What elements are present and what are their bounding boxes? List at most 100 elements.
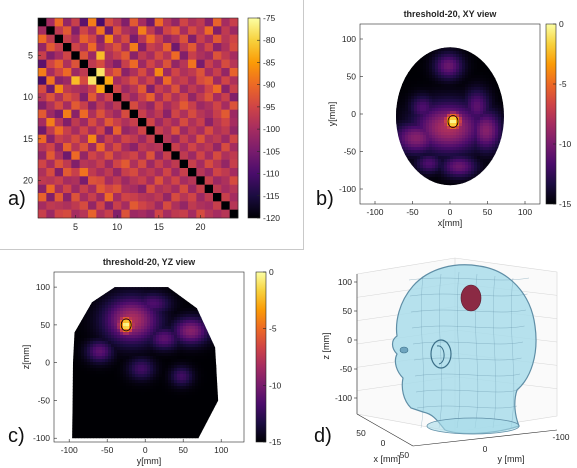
heatmap-cell [38, 51, 47, 60]
heatmap-cell [154, 159, 164, 169]
heatmap-cell [204, 134, 214, 144]
heatmap-cell [204, 76, 214, 85]
heatmap-cell [79, 84, 89, 94]
heatmap-cell [113, 118, 122, 127]
heatmap-cell [221, 68, 230, 77]
heatmap-cell [46, 126, 55, 135]
heatmap-cell [113, 59, 122, 69]
heatmap-cell [96, 134, 105, 144]
heatmap-cell [54, 126, 64, 135]
heatmap-cell [163, 126, 172, 135]
heatmap-cell [46, 51, 55, 60]
a-colorbar-tick-label: -75 [263, 13, 276, 23]
heatmap-cell [221, 126, 230, 135]
heatmap-cell [138, 101, 147, 110]
heatmap-cell [113, 193, 122, 202]
heatmap-cell [46, 184, 55, 194]
heatmap-cell [46, 109, 55, 119]
heatmap-cell [146, 26, 155, 35]
heatmap-cell [129, 118, 139, 127]
a-x-tick-label: 5 [73, 222, 78, 232]
heatmap-cell [179, 118, 189, 127]
heatmap-cell [154, 201, 164, 210]
heatmap-cell [221, 109, 230, 119]
d-ear-inner [436, 345, 445, 365]
d-mesh-line [456, 271, 461, 429]
heatmap-cell [146, 101, 155, 110]
heatmap-cell [121, 201, 130, 210]
heatmap-cell [188, 118, 197, 127]
c-peak-contour [120, 318, 132, 332]
heatmap-cell [79, 43, 89, 52]
heatmap-cell [121, 18, 130, 27]
heatmap-cell [204, 59, 214, 69]
heatmap-cell [196, 209, 205, 219]
d-mesh-line [414, 373, 521, 377]
a-colorbar-tick-label: -110 [263, 169, 280, 179]
heatmap-cell [88, 134, 97, 144]
panel-a: 5 10 15 20 5 10 15 20 -75 -80 -85 -90 -95 -100 -105 -11… [23, 13, 280, 232]
heatmap-cell [54, 159, 64, 169]
heatmap-cell [96, 193, 105, 202]
d-neck-base [426, 417, 520, 435]
heatmap-cell [179, 134, 189, 144]
heatmap-cell [146, 126, 155, 135]
c-colorbar-tick-label: -5 [269, 324, 277, 334]
heatmap-cell [221, 201, 230, 210]
panel-d: 100 50 0 -50 -100 z [mm] 50 0 -50 0 -100 x [mm] y [m… [321, 257, 570, 464]
heatmap-cell [154, 134, 164, 144]
heatmap-cell [88, 201, 97, 210]
heatmap-cell [171, 93, 180, 102]
heatmap-cell [129, 201, 139, 210]
heatmap-cell [179, 51, 189, 60]
heatmap-cell [104, 159, 114, 169]
a-colorbar-tick-label: -80 [263, 35, 276, 45]
heatmap-cell [121, 118, 130, 127]
heatmap-cell [171, 84, 180, 94]
heatmap-cell [213, 143, 222, 152]
heatmap-cell [38, 43, 47, 52]
heatmap-cell [171, 51, 180, 60]
heatmap-cell [38, 101, 47, 110]
heatmap-cell [113, 176, 122, 185]
heatmap-cell [71, 176, 80, 185]
heatmap-cell [188, 101, 197, 110]
heatmap-cell [121, 34, 130, 44]
d-mesh-line [510, 277, 515, 429]
b-x-tick-label: -100 [366, 207, 383, 217]
heatmap-cell [146, 143, 155, 152]
heatmap-cell [171, 126, 180, 135]
heatmap-cell [121, 184, 130, 194]
heatmap-cell [229, 76, 239, 85]
d-z-tick-label: -50 [340, 364, 353, 374]
heatmap-cell [188, 184, 197, 194]
heatmap-cell [171, 143, 180, 152]
heatmap-cell [204, 101, 214, 110]
heatmap-cell [146, 51, 155, 60]
heatmap-cell [163, 43, 172, 52]
heatmap-cell [129, 59, 139, 69]
heatmap-cell [163, 109, 172, 119]
heatmap-cell [63, 201, 72, 210]
heatmap-cell [188, 134, 197, 144]
heatmap-cell [79, 209, 89, 219]
heatmap-cell [129, 159, 139, 169]
heatmap-cell [138, 18, 147, 27]
heatmap-cell [38, 26, 47, 35]
heatmap-cell [129, 151, 139, 160]
c-colorbar-tick-label: 0 [269, 267, 274, 277]
d-mesh-line [410, 309, 527, 313]
heatmap-cell [196, 84, 205, 94]
heatmap-cell [188, 34, 197, 44]
heatmap-cell [163, 68, 172, 77]
heatmap-cell [129, 101, 139, 110]
heatmap-cell [63, 59, 72, 69]
heatmap-cell [229, 68, 239, 77]
heatmap-cell [113, 134, 122, 144]
heatmap-cell [46, 76, 55, 85]
heatmap-cell [213, 51, 222, 60]
heatmap-cell [221, 209, 230, 219]
heatmap-cell [38, 209, 47, 219]
heatmap-cell [96, 168, 105, 177]
heatmap-cell [71, 26, 80, 35]
